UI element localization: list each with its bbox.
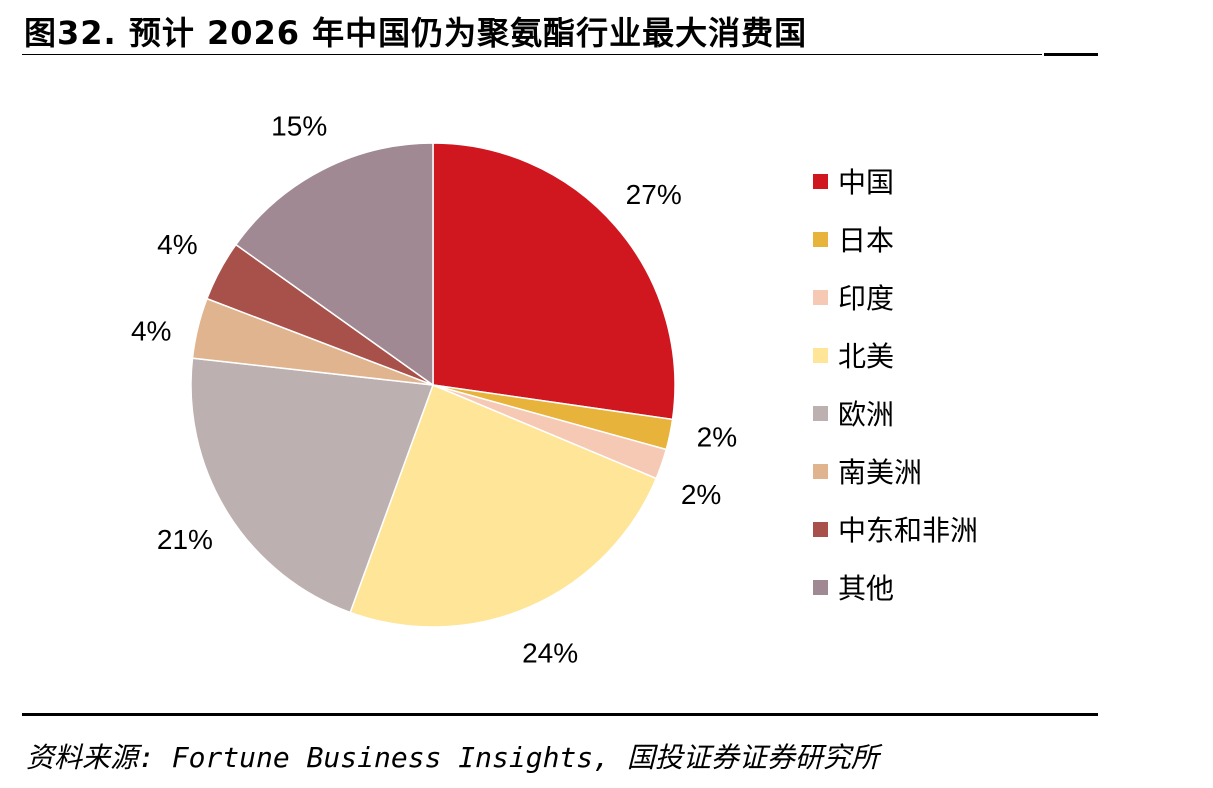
pie-label-6: 4%: [157, 229, 197, 260]
legend-swatch-3: [813, 348, 828, 363]
pie-label-7: 15%: [271, 111, 327, 142]
legend-label-1: 日本: [838, 224, 894, 257]
legend-label-2: 印度: [838, 282, 894, 315]
legend-label-5: 南美洲: [838, 456, 922, 489]
legend-swatch-2: [813, 290, 828, 305]
pie-slices: [190, 142, 676, 628]
pie-label-1: 2%: [697, 421, 737, 452]
pie-labels: 27% 2% 2% 24% 21% 4% 4% 15%: [131, 111, 737, 669]
pie-slice-0: [432, 142, 676, 421]
legend-label-4: 欧洲: [838, 398, 894, 431]
legend-swatch-4: [813, 406, 828, 421]
legend-swatch-1: [813, 232, 828, 247]
legend-swatch-0: [813, 174, 828, 189]
legend-label-0: 中国: [838, 166, 894, 199]
title-underline: [22, 54, 1042, 55]
pie-label-3: 24%: [522, 638, 578, 669]
pie-label-4: 21%: [157, 524, 213, 555]
pie-slice-4: [190, 357, 435, 614]
pie-slice-7: [234, 142, 434, 387]
legend-swatch-6: [813, 522, 828, 537]
legend-label-6: 中东和非洲: [838, 514, 978, 547]
title-underline-accent: [1044, 53, 1098, 56]
pie-label-0: 27%: [626, 179, 682, 210]
legend-label-3: 北美: [838, 340, 894, 373]
legend-label-7: 其他: [838, 572, 894, 605]
source-note: 资料来源: Fortune Business Insights, 国投证券证券研…: [26, 741, 879, 774]
pie-label-2: 2%: [681, 479, 721, 510]
chart-title: 图32. 预计 2026 年中国仍为聚氨酯行业最大消费国: [24, 14, 808, 52]
pie-slice-3: [349, 384, 658, 628]
legend-swatch-5: [813, 464, 828, 479]
legend-swatch-7: [813, 580, 828, 595]
footer-rule: [22, 713, 1098, 716]
pie-label-5: 4%: [131, 316, 171, 347]
